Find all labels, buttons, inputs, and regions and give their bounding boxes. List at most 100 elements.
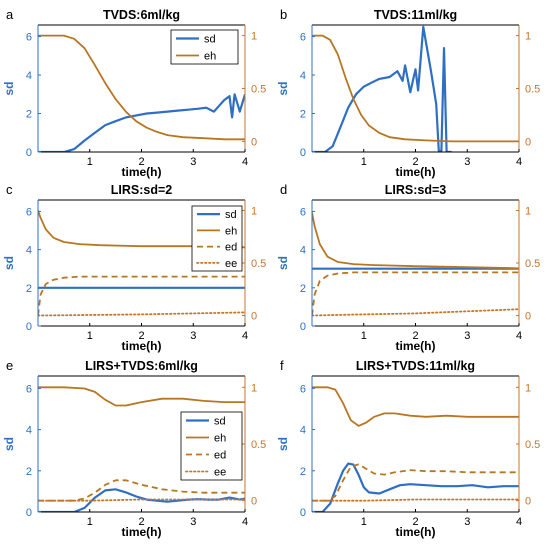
y-left-tick-label: 6 bbox=[300, 206, 306, 218]
series-line-ee bbox=[312, 498, 519, 502]
panel-title: LIRS+TVDS:11ml/kg bbox=[356, 359, 475, 373]
x-tick-label: 3 bbox=[464, 516, 470, 528]
y-left-tick-label: 0 bbox=[26, 321, 32, 333]
series-group bbox=[312, 386, 519, 512]
series-line-eh bbox=[312, 386, 519, 427]
series-line-ed bbox=[38, 479, 245, 502]
series-line-eh bbox=[38, 386, 245, 407]
y-left-tick-label: 4 bbox=[300, 245, 306, 257]
y-axis-label: sd bbox=[276, 81, 290, 95]
x-tick-label: 4 bbox=[516, 156, 522, 168]
y-right-tick-label: 0 bbox=[251, 311, 257, 323]
panel-e: LIRS+TVDS:6ml/kg e 1 2 3 4 time(h) 0 2 4 6 sd 0 0.5 1 s… bbox=[2, 358, 266, 539]
y-left-tick-label: 2 bbox=[26, 283, 32, 295]
panel-title: LIRS:sd=3 bbox=[385, 183, 447, 197]
y-left-tick-label: 4 bbox=[26, 245, 32, 257]
x-tick-label: 4 bbox=[242, 156, 248, 168]
series-line-sd bbox=[312, 462, 519, 512]
series-group bbox=[38, 386, 245, 512]
legend-label-ed: ed bbox=[225, 242, 237, 254]
panel-title: LIRS+TVDS:6ml/kg bbox=[85, 359, 198, 373]
y-axis-label: sd bbox=[2, 437, 16, 451]
panel-letter: e bbox=[6, 358, 13, 373]
x-tick-label: 2 bbox=[138, 156, 144, 168]
legend: sd eh ed ee bbox=[191, 205, 243, 272]
x-tick-label: 2 bbox=[138, 330, 144, 342]
x-tick-label: 2 bbox=[138, 516, 144, 528]
y-left-tick-label: 4 bbox=[26, 425, 32, 437]
y-left-tick-label: 6 bbox=[26, 206, 32, 218]
x-tick-label: 3 bbox=[464, 330, 470, 342]
legend-label-sd: sd bbox=[225, 209, 237, 221]
y-left-tick-label: 4 bbox=[26, 70, 32, 82]
legend-box bbox=[170, 29, 239, 65]
y-left-tick-label: 6 bbox=[26, 32, 32, 44]
series-line-eh bbox=[312, 34, 519, 143]
panel-letter: b bbox=[280, 7, 287, 22]
series-line-eh bbox=[312, 212, 519, 270]
legend-label-ee: ee bbox=[225, 258, 237, 270]
y-right-tick-label: 0 bbox=[525, 136, 531, 148]
y-right-tick-label: 0.5 bbox=[251, 84, 266, 96]
legend-box bbox=[180, 411, 243, 481]
y-left-tick-label: 4 bbox=[300, 425, 306, 437]
x-tick-label: 1 bbox=[87, 516, 93, 528]
y-right-tick-label: 1 bbox=[251, 31, 257, 43]
series-group bbox=[312, 25, 519, 152]
y-right-tick-label: 1 bbox=[251, 206, 257, 218]
panel-letter: f bbox=[280, 358, 284, 373]
y-right-tick-label: 0.5 bbox=[525, 258, 540, 270]
series-group bbox=[38, 210, 245, 317]
series-line-eh bbox=[38, 34, 245, 141]
y-right-tick-label: 0.5 bbox=[251, 258, 266, 270]
y-right-tick-label: 1 bbox=[525, 31, 531, 43]
y-left-tick-label: 2 bbox=[300, 109, 306, 121]
x-tick-label: 4 bbox=[242, 330, 248, 342]
panel-letter: c bbox=[6, 182, 13, 197]
y-left-tick-label: 4 bbox=[300, 70, 306, 82]
series-line-ee bbox=[38, 498, 245, 502]
y-axis-label: sd bbox=[276, 437, 290, 451]
series-line-eh bbox=[38, 210, 245, 249]
panel-title: TVDS:6ml/kg bbox=[103, 8, 180, 22]
legend-label-eh: eh bbox=[214, 433, 226, 445]
y-right-tick-label: 0.5 bbox=[251, 439, 266, 451]
x-tick-label: 1 bbox=[361, 330, 367, 342]
legend-label-eh: eh bbox=[225, 225, 237, 237]
y-left-tick-label: 0 bbox=[300, 507, 306, 519]
y-left-tick-label: 6 bbox=[300, 32, 306, 44]
y-axis-label: sd bbox=[2, 256, 16, 270]
panel-c: LIRS:sd=2 c 1 2 3 4 time(h) 0 2 4 6 sd 0 0.5 1 sd eh ed ee bbox=[2, 182, 266, 353]
y-left-tick-label: 6 bbox=[300, 383, 306, 395]
y-axis-label: sd bbox=[2, 81, 16, 95]
y-right-tick-label: 0 bbox=[251, 496, 257, 508]
panel-f: LIRS+TVDS:11ml/kg f 1 2 3 4 time(h) 0 2 4 6 sd 0 0.5 1 bbox=[276, 358, 540, 539]
y-left-tick-label: 6 bbox=[26, 383, 32, 395]
x-tick-label: 3 bbox=[190, 330, 196, 342]
legend-label-sd: sd bbox=[214, 416, 226, 428]
x-axis-label: time(h) bbox=[396, 165, 436, 179]
legend-label-eh: eh bbox=[204, 51, 216, 63]
series-group bbox=[312, 212, 519, 317]
x-tick-label: 4 bbox=[242, 516, 248, 528]
panel-a: TVDS:6ml/kg a 1 2 3 4 time(h) 0 2 4 6 sd 0 0.5 1 sd eh bbox=[2, 7, 266, 179]
y-right-tick-label: 0 bbox=[251, 136, 257, 148]
y-right-tick-label: 0 bbox=[525, 496, 531, 508]
legend-label-ed: ed bbox=[214, 450, 226, 462]
x-tick-label: 2 bbox=[412, 330, 418, 342]
panel-letter: a bbox=[6, 7, 14, 22]
x-axis-label: time(h) bbox=[396, 525, 436, 539]
panel-d: LIRS:sd=3 d 1 2 3 4 time(h) 0 2 4 6 sd 0 0.5 1 bbox=[276, 182, 540, 353]
series-line-ed bbox=[312, 463, 519, 502]
x-tick-label: 1 bbox=[87, 156, 93, 168]
y-left-tick-label: 2 bbox=[300, 283, 306, 295]
y-right-tick-label: 0.5 bbox=[525, 439, 540, 451]
series-line-ed bbox=[312, 271, 519, 316]
x-tick-label: 1 bbox=[361, 156, 367, 168]
y-left-tick-label: 0 bbox=[26, 147, 32, 159]
x-tick-label: 3 bbox=[190, 516, 196, 528]
series-line-sd bbox=[312, 25, 452, 152]
x-tick-label: 4 bbox=[516, 516, 522, 528]
x-axis-label: time(h) bbox=[122, 165, 162, 179]
legend-box bbox=[191, 205, 243, 272]
